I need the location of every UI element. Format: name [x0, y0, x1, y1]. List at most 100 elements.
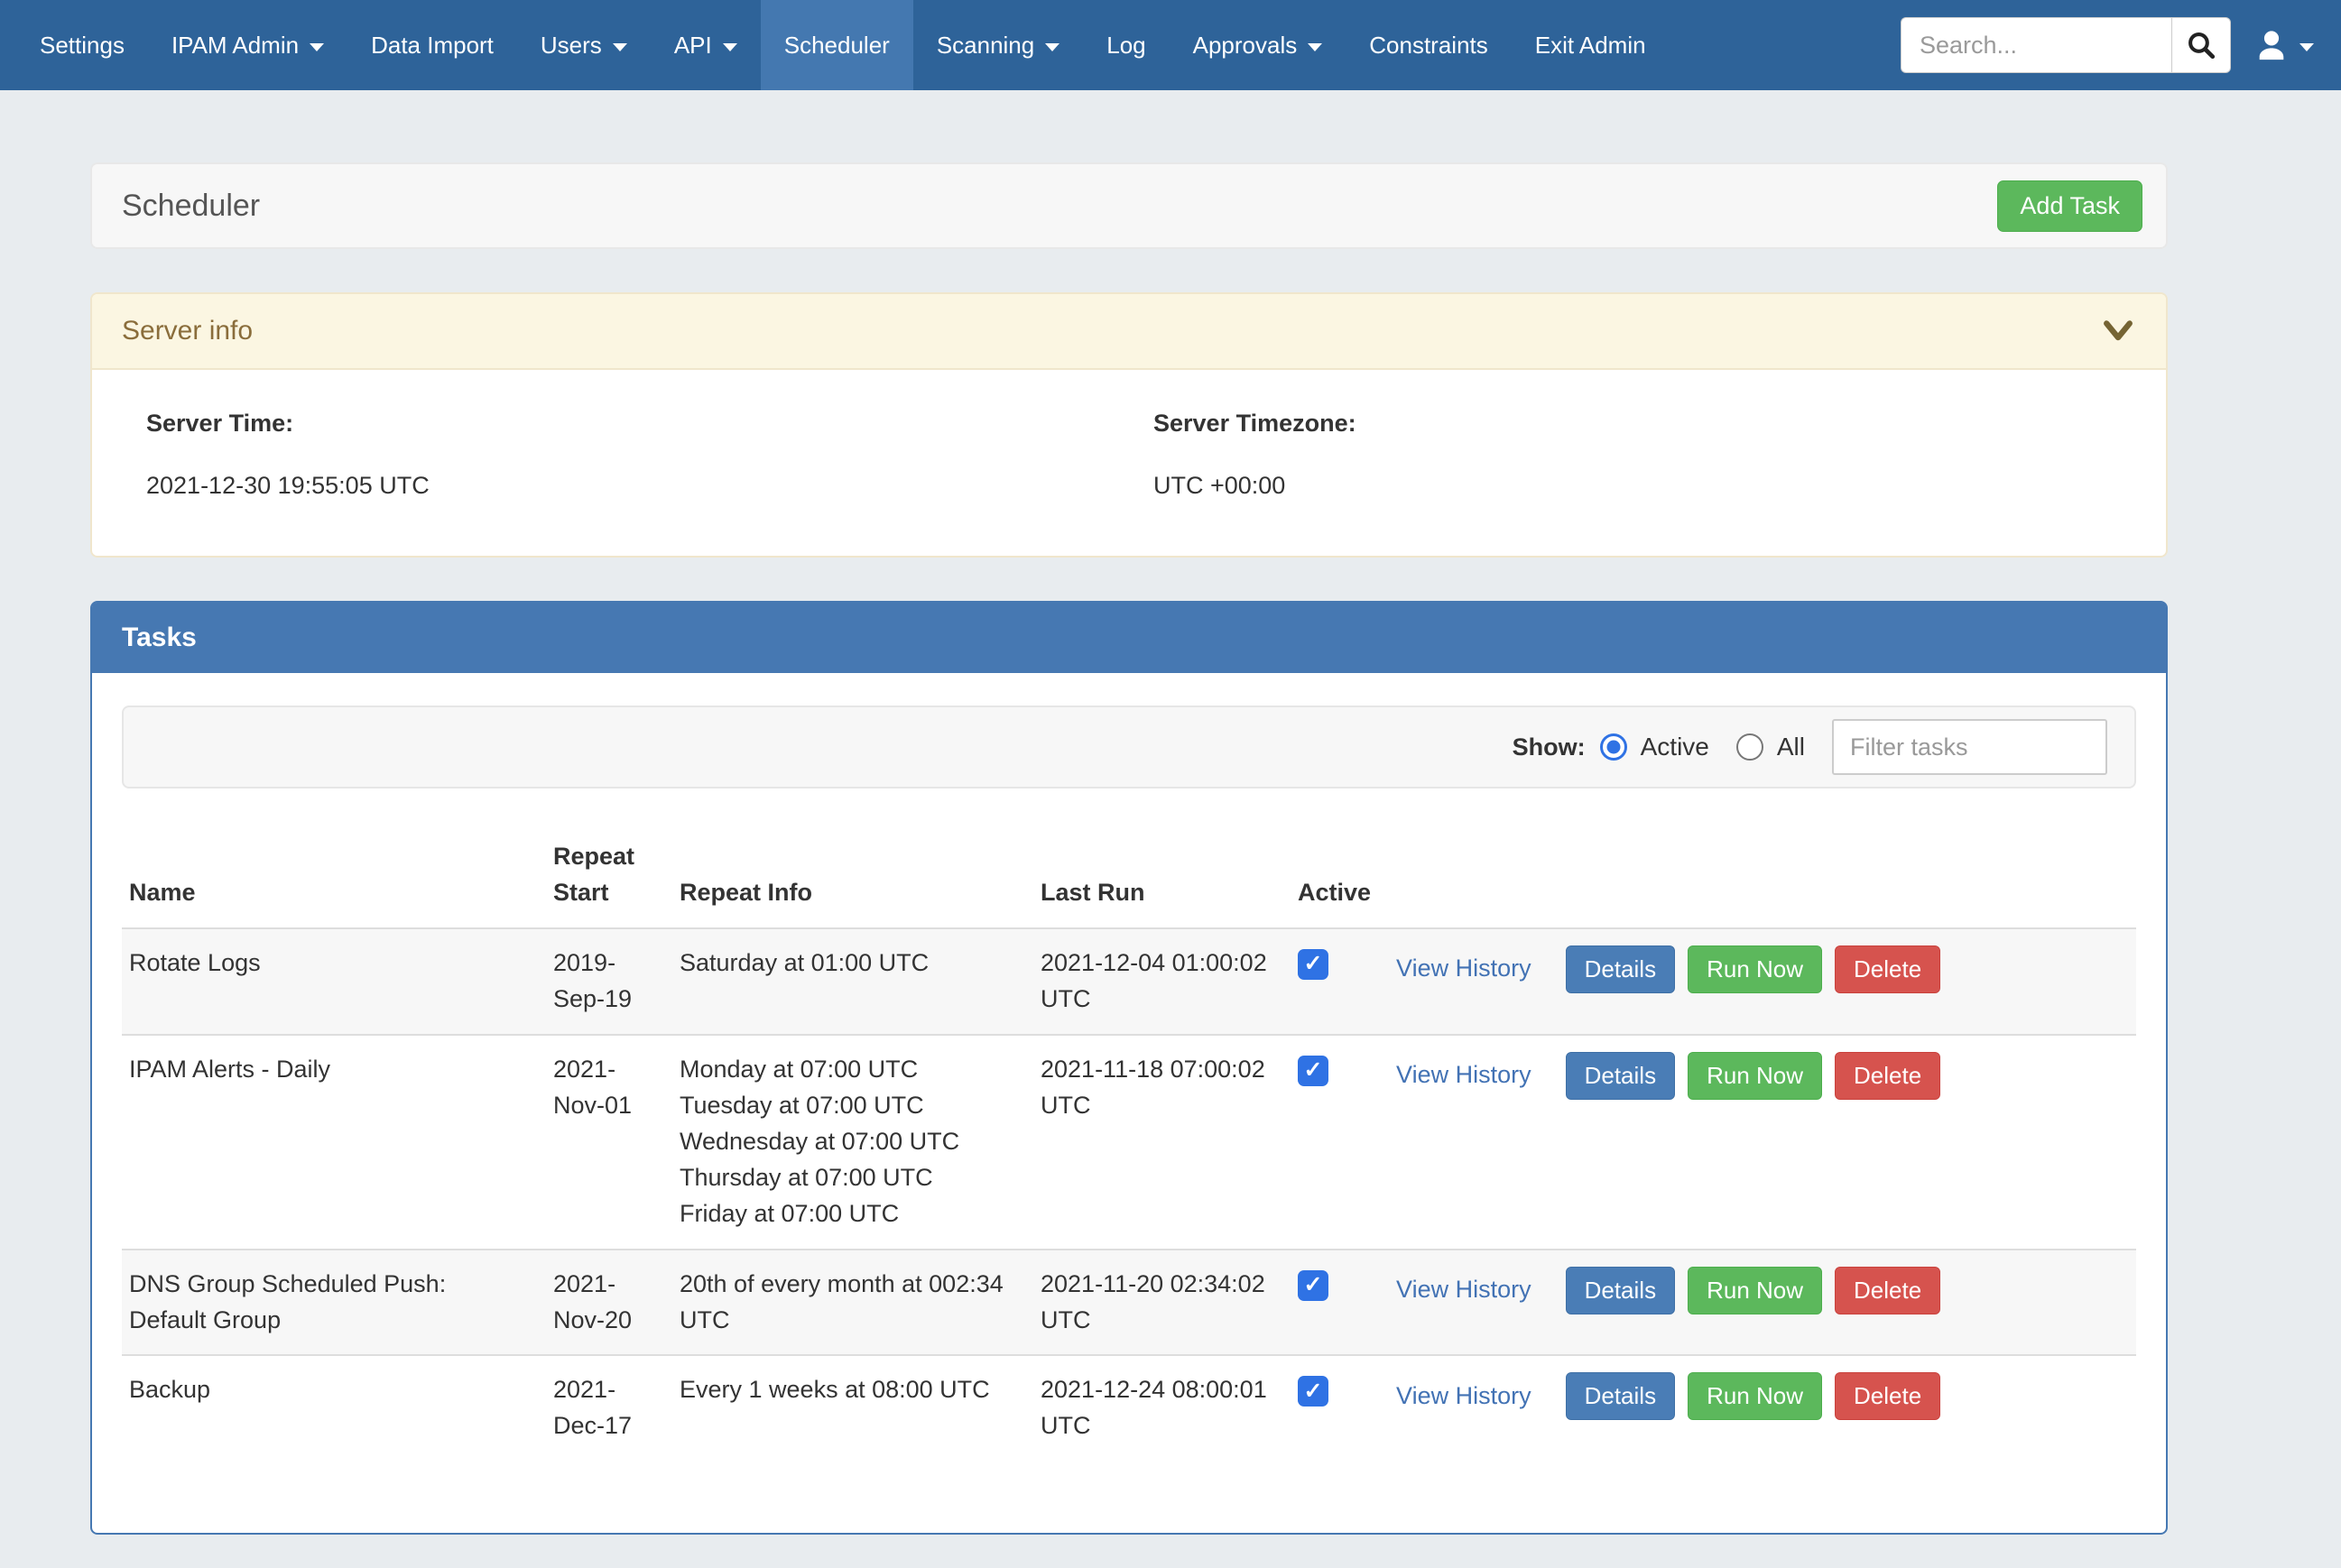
column-header-active: Active: [1298, 878, 1372, 906]
delete-button[interactable]: Delete: [1835, 945, 1941, 993]
search-group: [1901, 17, 2231, 73]
details-button[interactable]: Details: [1565, 945, 1676, 993]
run-now-button[interactable]: Run Now: [1688, 1266, 1823, 1314]
show-active-option[interactable]: Active: [1599, 733, 1709, 761]
task-last-run: 2021-12-04 01:00:02 UTC: [1041, 948, 1267, 1012]
table-row: Rotate Logs 2019-Sep-19 Saturday at 01:0…: [122, 927, 2136, 1035]
scheduler-header-panel: Scheduler Add Task: [90, 162, 2168, 249]
navbar-right: [1901, 0, 2314, 90]
active-checkbox[interactable]: [1298, 1376, 1328, 1407]
nav-item-constraints[interactable]: Constraints: [1369, 31, 1488, 59]
task-repeat-info: Saturday at 01:00 UTC: [680, 948, 930, 976]
task-actions: View History Details Run Now Delete: [1396, 1051, 2118, 1100]
delete-button[interactable]: Delete: [1835, 1266, 1941, 1314]
user-icon: [2259, 31, 2284, 60]
tasks-panel-title: Tasks: [92, 603, 2166, 673]
caret-down-icon: [2299, 42, 2314, 51]
radio-active[interactable]: [1599, 733, 1627, 761]
nav-item-scanning[interactable]: Scanning: [913, 0, 1083, 90]
nav-item-approvals[interactable]: Approvals: [1170, 0, 1346, 90]
task-repeat-start: 2021-Dec-17: [553, 1376, 633, 1440]
task-actions: View History Details Run Now Delete: [1396, 945, 2118, 993]
table-row: Backup 2021-Dec-17 Every 1 weeks at 08:0…: [122, 1355, 2136, 1461]
task-last-run: 2021-11-20 02:34:02 UTC: [1041, 1269, 1265, 1333]
caret-down-icon: [612, 42, 627, 51]
search-icon: [2188, 32, 2216, 60]
caret-down-icon: [722, 42, 737, 51]
page-title: Scheduler: [122, 188, 261, 223]
view-history-link[interactable]: View History: [1396, 1061, 1531, 1089]
tasks-table: Name Repeat Start Repeat Info Last Run A…: [122, 826, 2136, 1461]
nav-items: Settings IPAM Admin Data Import Users AP…: [16, 0, 1670, 90]
caret-down-icon: [1045, 42, 1060, 51]
task-actions: View History Details Run Now Delete: [1396, 1266, 2118, 1314]
page-container: Scheduler Add Task Server info Server Ti…: [90, 162, 2168, 1536]
server-timezone-block: Server Timezone: UTC +00:00: [1129, 410, 2136, 500]
radio-all[interactable]: [1735, 733, 1763, 761]
active-checkbox[interactable]: [1298, 1055, 1328, 1086]
active-checkbox[interactable]: [1298, 948, 1328, 980]
task-last-run: 2021-12-24 08:00:01 UTC: [1041, 1376, 1267, 1440]
nav-item-log[interactable]: Log: [1106, 31, 1146, 59]
task-actions: View History Details Run Now Delete: [1396, 1372, 2118, 1421]
delete-button[interactable]: Delete: [1835, 1051, 1941, 1100]
task-name: IPAM Alerts - Daily: [129, 1055, 331, 1083]
run-now-button[interactable]: Run Now: [1688, 1372, 1823, 1421]
show-all-option[interactable]: All: [1735, 733, 1805, 761]
nav-item-settings[interactable]: Settings: [40, 31, 125, 59]
table-row: DNS Group Scheduled Push: Default Group …: [122, 1249, 2136, 1356]
column-header-repeat-info: Repeat Info: [680, 878, 813, 906]
column-header-actions: [1389, 826, 2136, 928]
filter-tasks-input[interactable]: [1832, 719, 2107, 775]
server-timezone-value: UTC +00:00: [1153, 472, 1286, 499]
view-history-link[interactable]: View History: [1396, 1382, 1531, 1409]
view-history-link[interactable]: View History: [1396, 955, 1531, 982]
task-repeat-start: 2021-Nov-01: [553, 1055, 633, 1119]
server-info-body: Server Time: 2021-12-30 19:55:05 UTC Ser…: [92, 370, 2166, 556]
table-row: IPAM Alerts - Daily 2021-Nov-01 Monday a…: [122, 1034, 2136, 1250]
server-info-title: Server info: [122, 316, 254, 346]
nav-item-api[interactable]: API: [651, 0, 761, 90]
server-time-block: Server Time: 2021-12-30 19:55:05 UTC: [122, 410, 1129, 500]
user-menu[interactable]: [2254, 28, 2314, 62]
caret-down-icon: [1308, 42, 1323, 51]
search-input[interactable]: [1901, 17, 2171, 73]
task-name: Backup: [129, 1376, 211, 1404]
nav-item-data-import[interactable]: Data Import: [371, 31, 494, 59]
server-time-label: Server Time:: [146, 410, 294, 437]
details-button[interactable]: Details: [1565, 1372, 1676, 1421]
nav-item-users[interactable]: Users: [517, 0, 651, 90]
details-button[interactable]: Details: [1565, 1266, 1676, 1314]
details-button[interactable]: Details: [1565, 1051, 1676, 1100]
search-button[interactable]: [2171, 17, 2231, 73]
task-repeat-info: 20th of every month at 002:34 UTC: [680, 1269, 1004, 1333]
caret-down-icon: [310, 42, 325, 51]
server-timezone-label: Server Timezone:: [1153, 410, 1356, 437]
column-header-name: Name: [129, 878, 196, 906]
active-checkbox[interactable]: [1298, 1269, 1328, 1301]
nav-item-ipam-admin[interactable]: IPAM Admin: [148, 0, 347, 90]
add-task-button[interactable]: Add Task: [1997, 180, 2142, 232]
run-now-button[interactable]: Run Now: [1688, 1051, 1823, 1100]
column-header-last-run: Last Run: [1041, 878, 1145, 906]
delete-button[interactable]: Delete: [1835, 1372, 1941, 1421]
task-repeat-info: Every 1 weeks at 08:00 UTC: [680, 1376, 990, 1404]
task-name: Rotate Logs: [129, 948, 261, 976]
server-info-header[interactable]: Server info: [92, 294, 2166, 370]
view-history-link[interactable]: View History: [1396, 1276, 1531, 1304]
column-header-repeat-start: Repeat Start: [553, 843, 635, 906]
tasks-filter-bar: Show: Active All: [122, 706, 2136, 789]
task-last-run: 2021-11-18 07:00:02 UTC: [1041, 1055, 1265, 1119]
chevron-down-icon: [2104, 320, 2133, 341]
top-navbar: Settings IPAM Admin Data Import Users AP…: [0, 0, 2341, 90]
show-label: Show:: [1512, 733, 1586, 761]
run-now-button[interactable]: Run Now: [1688, 945, 1823, 993]
table-header-row: Name Repeat Start Repeat Info Last Run A…: [122, 826, 2136, 928]
nav-item-exit-admin[interactable]: Exit Admin: [1534, 31, 1646, 59]
nav-item-scheduler[interactable]: Scheduler: [760, 0, 913, 90]
task-name: DNS Group Scheduled Push: Default Group: [129, 1269, 447, 1333]
task-repeat-start: 2019-Sep-19: [553, 948, 633, 1012]
server-time-value: 2021-12-30 19:55:05 UTC: [146, 472, 430, 499]
server-info-panel: Server info Server Time: 2021-12-30 19:5…: [90, 292, 2168, 558]
tasks-panel-body: Show: Active All Name Repeat Start Repea…: [92, 673, 2166, 1461]
